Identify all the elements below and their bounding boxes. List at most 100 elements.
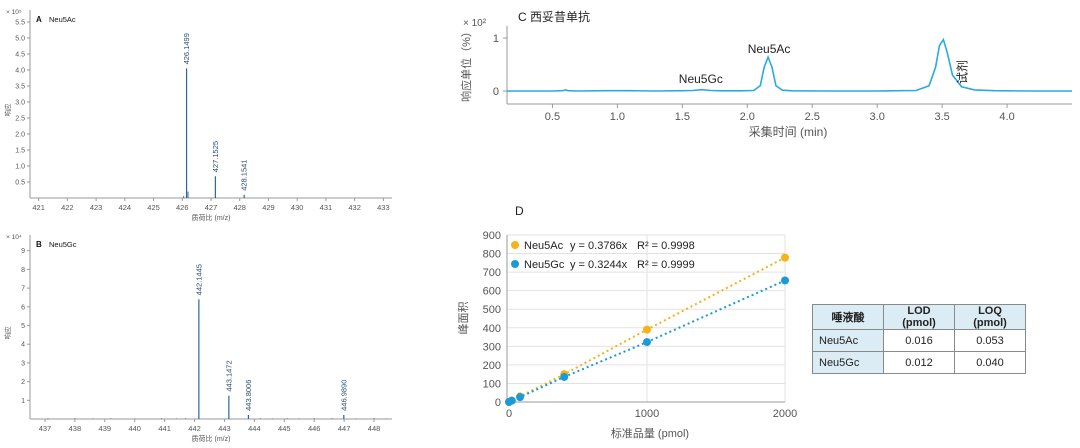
table-cell: 0.053 bbox=[954, 329, 1026, 352]
x-tick-label: 2000 bbox=[773, 408, 797, 420]
y-tick-label: 1.5 bbox=[15, 148, 25, 155]
x-tick-label: 437 bbox=[39, 424, 52, 433]
x-tick-label: 2.0 bbox=[740, 111, 755, 123]
panel-title: D bbox=[515, 204, 524, 218]
peak-label: 428.1541 bbox=[240, 160, 249, 191]
peak-annotation: Neu5Ac bbox=[748, 42, 791, 56]
x-tick-label: 442 bbox=[188, 424, 201, 433]
x-tick-label: 422 bbox=[61, 203, 74, 212]
x-tick-label: 432 bbox=[348, 203, 361, 212]
x-tick-label: 440 bbox=[128, 424, 141, 433]
data-point bbox=[781, 253, 789, 262]
table-cell: Neu5Gc bbox=[812, 351, 884, 374]
x-tick-label: 445 bbox=[278, 424, 291, 433]
y-tick-label: 2.5 bbox=[15, 116, 25, 123]
legend-series-name: Neu5Ac bbox=[524, 240, 564, 252]
y-tick-label: 0 bbox=[493, 86, 499, 98]
y-tick-label: 9 bbox=[21, 248, 25, 255]
y-tick-label: 900 bbox=[483, 230, 501, 242]
trend-line bbox=[508, 256, 786, 403]
y-tick-label: 200 bbox=[483, 360, 501, 372]
x-tick-label: 2.5 bbox=[805, 111, 820, 123]
y-tick-label: 700 bbox=[483, 267, 501, 279]
x-tick-label: 448 bbox=[368, 424, 381, 433]
y-tick-label: 5 bbox=[21, 323, 25, 330]
x-tick-label: 429 bbox=[262, 203, 275, 212]
legend-equation: y = 0.3786x bbox=[570, 240, 628, 252]
peak-annotation: 试剂 bbox=[954, 60, 969, 84]
y-axis-label: 响应 bbox=[3, 326, 12, 340]
x-tick-label: 1.5 bbox=[675, 111, 690, 123]
legend-marker bbox=[511, 260, 519, 268]
peak-label: 446.9890 bbox=[339, 380, 348, 411]
table-row: Neu5Ac 0.016 0.053 bbox=[812, 329, 1026, 352]
y-tick-label: 0.5 bbox=[15, 180, 25, 187]
peak-label: 443.8006 bbox=[244, 380, 253, 411]
x-tick-label: 0.5 bbox=[545, 111, 560, 123]
x-tick-label: 433 bbox=[377, 203, 390, 212]
y-tick-label: 1.0 bbox=[15, 164, 25, 171]
x-tick-label: 3.5 bbox=[934, 111, 949, 123]
y-tick-label: 5.5 bbox=[15, 20, 25, 27]
y-tick-label: 500 bbox=[483, 304, 501, 316]
y-axis-label: 响应单位（%） bbox=[459, 26, 473, 102]
y-tick-label: 0 bbox=[495, 397, 501, 409]
panel-letter: B bbox=[36, 240, 42, 249]
peak-label: 426.1499 bbox=[182, 33, 191, 64]
table-cell: 0.012 bbox=[883, 351, 955, 374]
x-tick-label: 439 bbox=[99, 424, 112, 433]
peak-label: 427.1525 bbox=[211, 141, 220, 172]
table-cell: Neu5Ac bbox=[812, 329, 884, 352]
x-tick-label: 426 bbox=[176, 203, 189, 212]
y-tick-label: 6 bbox=[21, 304, 25, 311]
x-tick-label: 446 bbox=[308, 424, 321, 433]
legend-r-squared: R² = 0.9999 bbox=[637, 259, 695, 271]
x-tick-label: 438 bbox=[69, 424, 82, 433]
table-cell: 0.016 bbox=[883, 329, 955, 352]
x-tick-label: 431 bbox=[320, 203, 333, 212]
panel-title: C 西妥昔单抗 bbox=[518, 9, 590, 24]
x-tick-label: 447 bbox=[338, 424, 351, 433]
panel-title: Neu5Ac bbox=[49, 15, 76, 24]
x-axis-label: 标准品量 (pmol) bbox=[611, 426, 689, 440]
scale-label: × 10² bbox=[463, 18, 487, 29]
table-cell: 0.040 bbox=[954, 351, 1026, 374]
panel-a-mass-spectrum: × 10⁵ A Neu5Ac 0.5 1.0 1.5 2.0 2.5 3.0 3.5 4.0 4.5 5… bbox=[3, 9, 392, 222]
panel-d-calibration-curve: D 0 100 200 300 400 500 600 700 800 900 0 1000 2000 峰面… bbox=[457, 204, 797, 440]
x-axis-label: 质荷比 (m/z) bbox=[192, 213, 231, 222]
y-tick-label: 2 bbox=[21, 379, 25, 386]
x-tick-label: 3.0 bbox=[870, 111, 885, 123]
x-axis-label: 采集时间 (min) bbox=[749, 124, 828, 139]
x-tick-label: 427 bbox=[205, 203, 218, 212]
y-tick-label: 100 bbox=[483, 378, 501, 390]
x-tick-label: 421 bbox=[32, 203, 45, 212]
y-tick-label: 5.0 bbox=[15, 36, 25, 43]
peak-annotation: Neu5Gc bbox=[679, 72, 723, 86]
y-tick-label: 600 bbox=[483, 286, 501, 298]
scale-label: × 10⁴ bbox=[6, 234, 22, 241]
data-point bbox=[507, 396, 516, 405]
x-tick-label: 4.0 bbox=[999, 111, 1014, 123]
y-tick-label: 4.0 bbox=[15, 68, 25, 75]
table-header: 唾液酸 bbox=[812, 304, 884, 330]
y-tick-label: 8 bbox=[21, 267, 25, 274]
data-point bbox=[781, 276, 789, 285]
panel-b-mass-spectrum: × 10⁴ B Neu5Gc 1 2 3 4 5 6 7 8 9 437 438 439 440 441 442 4… bbox=[3, 234, 392, 443]
data-point bbox=[643, 338, 651, 347]
legend-r-squared: R² = 0.9998 bbox=[637, 240, 695, 252]
y-tick-label: 3.0 bbox=[15, 100, 25, 107]
y-tick-label: 3.5 bbox=[15, 84, 25, 91]
y-tick-label: 1 bbox=[21, 398, 25, 405]
y-axis-label: 响应 bbox=[3, 103, 12, 117]
y-tick-label: 4.5 bbox=[15, 52, 25, 59]
legend-marker bbox=[511, 241, 519, 249]
x-tick-label: 444 bbox=[248, 424, 261, 433]
legend-series-name: Neu5Gc bbox=[524, 259, 565, 271]
chromatogram-trace bbox=[507, 37, 1072, 92]
y-tick-label: 2.0 bbox=[15, 132, 25, 139]
y-tick-label: 4 bbox=[21, 342, 25, 349]
x-tick-label: 424 bbox=[119, 203, 132, 212]
peak-label: 443.1472 bbox=[224, 360, 233, 391]
x-tick-label: 430 bbox=[291, 203, 304, 212]
